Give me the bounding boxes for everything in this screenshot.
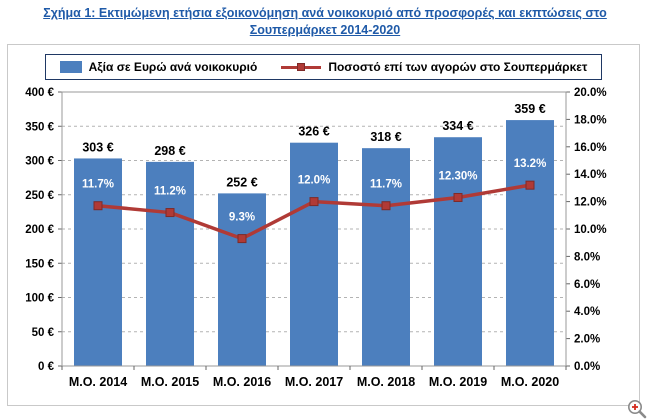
percentage-label: 12.0%: [297, 175, 330, 187]
bar-value-label: 334 €: [442, 119, 473, 133]
right-axis-tick-label: 6.0%: [574, 279, 600, 291]
legend-item-bar: Αξία σε Ευρώ ανά νοικοκυριό: [59, 60, 258, 74]
left-axis-tick-label: 400 €: [25, 87, 54, 99]
bar-Μ.Ο. 2016: [217, 193, 266, 366]
left-axis-tick-label: 100 €: [25, 293, 54, 305]
right-axis-tick-label: 16.0%: [574, 142, 607, 154]
x-axis-category-label: Μ.Ο. 2015: [140, 375, 198, 389]
bar-swatch-icon: [59, 61, 82, 73]
line-swatch-icon: [281, 61, 322, 73]
x-axis-category-label: Μ.Ο. 2016: [212, 375, 270, 389]
bar-Μ.Ο. 2018: [361, 148, 410, 366]
right-axis-tick-label: 14.0%: [574, 169, 607, 181]
right-axis-tick-label: 0.0%: [574, 361, 600, 373]
bar-value-label: 298 €: [154, 144, 185, 158]
percentage-label: 13.2%: [513, 158, 546, 170]
line-marker-Μ.Ο. 2015: [165, 208, 174, 218]
right-axis-tick-label: 8.0%: [574, 251, 600, 263]
bar-value-label: 252 €: [226, 175, 257, 189]
left-axis-tick-label: 200 €: [25, 224, 54, 236]
bar-value-label: 359 €: [514, 102, 545, 116]
bar-value-label: 318 €: [370, 130, 401, 144]
right-axis-tick-label: 4.0%: [574, 306, 600, 318]
right-axis-tick-label: 12.0%: [574, 197, 607, 209]
chart-frame: Αξία σε Ευρώ ανά νοικοκυριό Ποσοστό επί …: [7, 44, 640, 406]
percentage-label: 11.2%: [154, 186, 186, 198]
left-axis-tick-label: 150 €: [25, 258, 54, 270]
line-marker-Μ.Ο. 2020: [525, 180, 534, 190]
left-axis-tick-label: 350 €: [25, 121, 54, 133]
line-marker-Μ.Ο. 2016: [237, 234, 246, 244]
right-axis-tick-label: 10.0%: [574, 224, 607, 236]
legend-bar-label: Αξία σε Ευρώ ανά νοικοκυριό: [88, 60, 258, 74]
right-axis-tick-label: 20.0%: [574, 87, 607, 99]
x-axis-category-label: Μ.Ο. 2019: [428, 375, 486, 389]
left-axis-tick-label: 300 €: [25, 156, 54, 168]
bar-Μ.Ο. 2019: [433, 137, 482, 366]
line-marker-Μ.Ο. 2017: [309, 197, 318, 207]
zoom-icon[interactable]: [626, 398, 648, 420]
bar-Μ.Ο. 2014: [73, 158, 122, 366]
left-axis-tick-label: 50 €: [31, 327, 54, 339]
figure-title-line2: Σουπερμάρκετ 2014-2020: [249, 23, 401, 37]
percentage-label: 11.7%: [82, 179, 114, 191]
legend-item-line: Ποσοστό επί των αγορών στο Σουπερμάρκετ: [281, 60, 587, 74]
percentage-label: 12.30%: [438, 170, 477, 182]
left-axis-tick-label: 0 €: [38, 361, 55, 373]
x-axis-category-label: Μ.Ο. 2018: [356, 375, 414, 389]
x-axis-category-label: Μ.Ο. 2017: [284, 375, 342, 389]
line-marker-Μ.Ο. 2014: [93, 201, 102, 211]
x-axis-category-label: Μ.Ο. 2014: [68, 375, 126, 389]
figure-title-line1: Σχήμα 1: Εκτιμώμενη ετήσια εξοικονόμηση …: [43, 6, 607, 20]
legend-line-label: Ποσοστό επί των αγορών στο Σουπερμάρκετ: [328, 60, 588, 74]
line-marker-icon: [297, 63, 306, 71]
x-axis-category-label: Μ.Ο. 2020: [500, 375, 558, 389]
left-axis-tick-label: 250 €: [25, 190, 54, 202]
bar-Μ.Ο. 2017: [289, 142, 338, 366]
legend-row: Αξία σε Ευρώ ανά νοικοκυριό Ποσοστό επί …: [8, 45, 639, 80]
bar-Μ.Ο. 2015: [145, 161, 194, 366]
line-marker-Μ.Ο. 2018: [381, 201, 390, 211]
percentage-label: 9.3%: [228, 212, 254, 224]
bar-Μ.Ο. 2020: [505, 120, 554, 367]
right-axis-tick-label: 18.0%: [574, 114, 607, 126]
right-axis-tick-label: 2.0%: [574, 334, 600, 346]
combo-chart: 0 € 50 € 100 € 150 € 200 € 250 € 300 € 350 € 400…: [25, 87, 607, 389]
zoom-handle: [638, 410, 647, 419]
figure-title: Σχήμα 1: Εκτιμώμενη ετήσια εξοικονόμηση …: [0, 5, 650, 39]
percentage-label: 11.7%: [370, 179, 402, 191]
chart-legend: Αξία σε Ευρώ ανά νοικοκυριό Ποσοστό επί …: [44, 54, 603, 80]
line-marker-Μ.Ο. 2019: [453, 192, 462, 202]
bar-value-label: 303 €: [82, 140, 113, 154]
bar-value-label: 326 €: [298, 125, 329, 139]
